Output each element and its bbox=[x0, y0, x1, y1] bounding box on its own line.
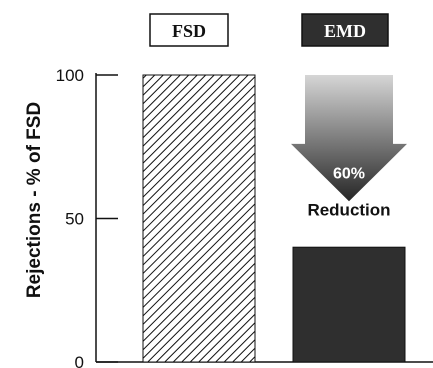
legend-box-emd bbox=[301, 13, 389, 47]
legend-label-fsd: FSD bbox=[172, 21, 206, 41]
reduction-annotation: 60% Reduction bbox=[291, 75, 407, 220]
legend-label-emd: EMD bbox=[324, 21, 366, 41]
y-tick-label: 50 bbox=[65, 210, 84, 229]
y-tick-label: 0 bbox=[75, 353, 84, 368]
legend: FSD EMD bbox=[149, 13, 389, 47]
reduction-text-label: Reduction bbox=[307, 201, 390, 220]
bar-emd bbox=[292, 246, 406, 363]
bar-fsd bbox=[142, 74, 256, 363]
legend-item-emd: EMD bbox=[301, 13, 389, 47]
y-ticks: 0 50 100 bbox=[56, 66, 118, 368]
reduction-arrow bbox=[291, 75, 407, 202]
y-tick-label: 100 bbox=[56, 66, 84, 85]
bars bbox=[142, 74, 406, 363]
legend-box-fsd bbox=[149, 13, 229, 47]
reduction-percent-label: 60% bbox=[333, 165, 365, 182]
y-axis-label: Rejections - % of FSD bbox=[24, 102, 45, 298]
legend-item-fsd: FSD bbox=[149, 13, 229, 47]
